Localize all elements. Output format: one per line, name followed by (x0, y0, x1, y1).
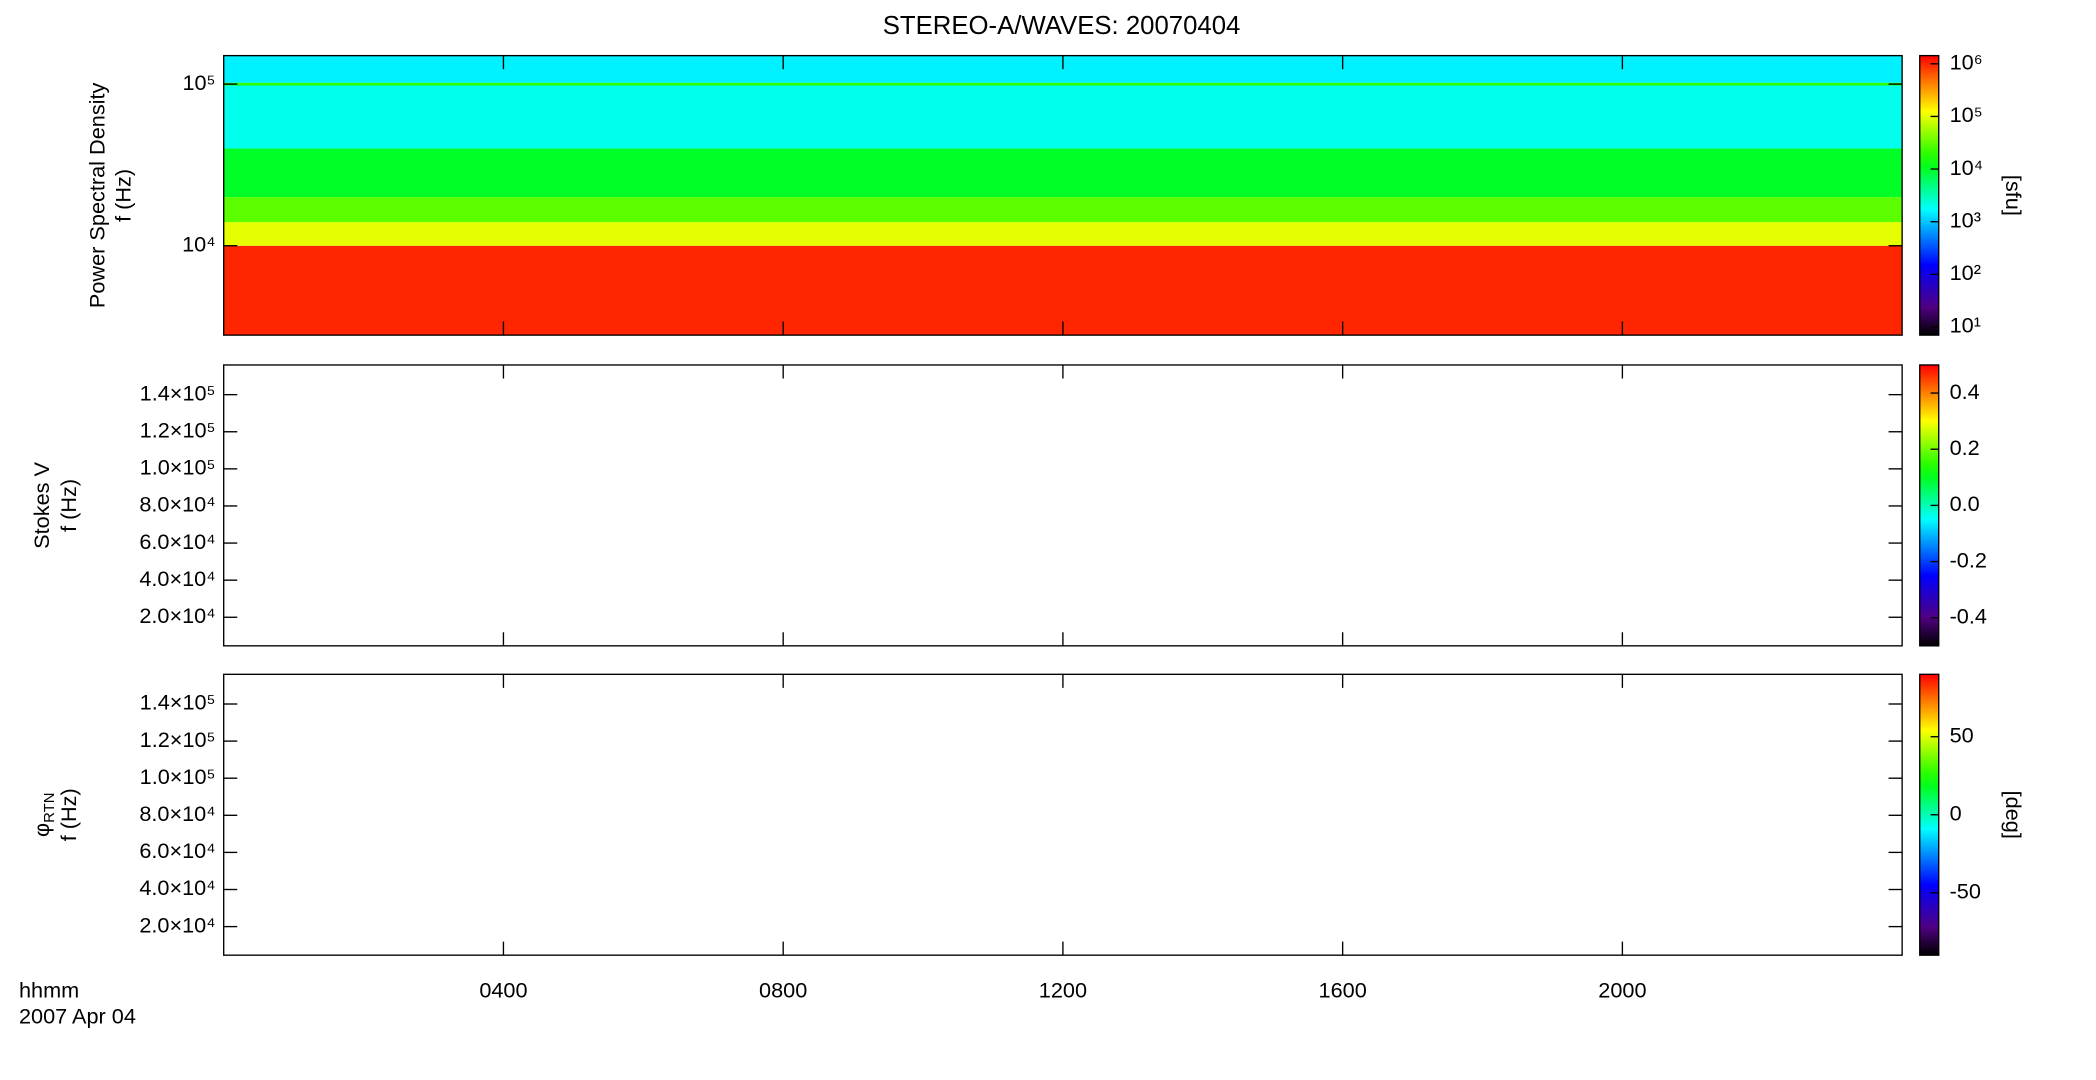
y-tick-label: 1.2×10⁵ (140, 417, 216, 442)
y-axis-label: f (Hz) (56, 479, 81, 532)
colorbar-tick-label: 0.2 (1950, 435, 1980, 460)
y-tick-label: 4.0×10⁴ (139, 566, 215, 591)
y-axis-label: Stokes V (29, 461, 54, 548)
colorbar-tick-label: 10² (1950, 260, 1981, 285)
y-tick-label: 2.0×10⁴ (139, 603, 215, 628)
y-tick-label: 1.0×10⁵ (140, 455, 216, 480)
y-tick-label: 1.4×10⁵ (140, 690, 216, 715)
colorbar-tick-label: 10³ (1950, 207, 1981, 232)
y-tick-label: 1.2×10⁵ (140, 727, 216, 752)
y-tick-label: 10⁵ (182, 70, 215, 95)
y-tick-label: 1.4×10⁵ (140, 380, 216, 405)
spectrogram-band (223, 222, 1903, 246)
colorbar-tick-label: 10⁴ (1950, 155, 1983, 180)
y-tick-label: 1.0×10⁵ (140, 764, 216, 789)
y-tick-label: 6.0×10⁴ (139, 529, 215, 554)
y-tick-label: 10⁴ (182, 231, 215, 256)
colorbar-label: [sfu] (2001, 175, 2026, 216)
colorbar-tick-label: 0.0 (1950, 491, 1980, 516)
spectrogram-band (223, 197, 1903, 223)
spectrogram-band (223, 245, 1903, 336)
colorbar-tick-label: 0.4 (1950, 379, 1980, 404)
y-tick-label: 2.0×10⁴ (139, 912, 215, 937)
y-tick-label: 8.0×10⁴ (139, 492, 215, 517)
y-axis-label: f (Hz) (110, 169, 135, 222)
colorbar-tick-label: -0.4 (1950, 603, 1987, 628)
y-tick-label: 4.0×10⁴ (139, 875, 215, 900)
x-tick-label: 0800 (759, 978, 807, 1003)
colorbar-tick-label: -0.2 (1950, 547, 1987, 572)
colorbar (1919, 54, 1940, 336)
x-tick-label: 2000 (1598, 978, 1646, 1003)
colorbar-tick-label: 0 (1950, 800, 1962, 825)
spectrogram-band (223, 82, 1903, 86)
colorbar-tick-label: 50 (1950, 722, 1974, 747)
colorbar-tick-label: 10⁶ (1950, 50, 1983, 75)
x-axis-label: hhmm (19, 978, 79, 1003)
panel-frame (223, 364, 1903, 647)
colorbar-tick-label: 10⁵ (1950, 102, 1983, 127)
y-axis-label: Power Spectral Density (85, 82, 110, 308)
y-axis-label-subscript: RTN (42, 793, 58, 823)
panel-frame (223, 673, 1903, 956)
spectrogram-band (223, 148, 1903, 198)
colorbar-tick-label: 10¹ (1950, 313, 1981, 338)
x-tick-label: 1600 (1319, 978, 1367, 1003)
y-axis-label: f (Hz) (56, 788, 81, 841)
y-tick-label: 8.0×10⁴ (139, 801, 215, 826)
date-label: 2007 Apr 04 (19, 1003, 136, 1028)
spectrogram-band (223, 85, 1903, 149)
x-tick-label: 1200 (1039, 978, 1087, 1003)
x-tick-label: 0400 (479, 978, 527, 1003)
colorbar-label: [deg] (2001, 791, 2026, 839)
colorbar-tick-label: -50 (1950, 878, 1981, 903)
figure-title: STEREO-A/WAVES: 20070404 (883, 12, 1241, 40)
y-axis-label: φRTN (29, 793, 58, 837)
y-tick-label: 6.0×10⁴ (139, 838, 215, 863)
